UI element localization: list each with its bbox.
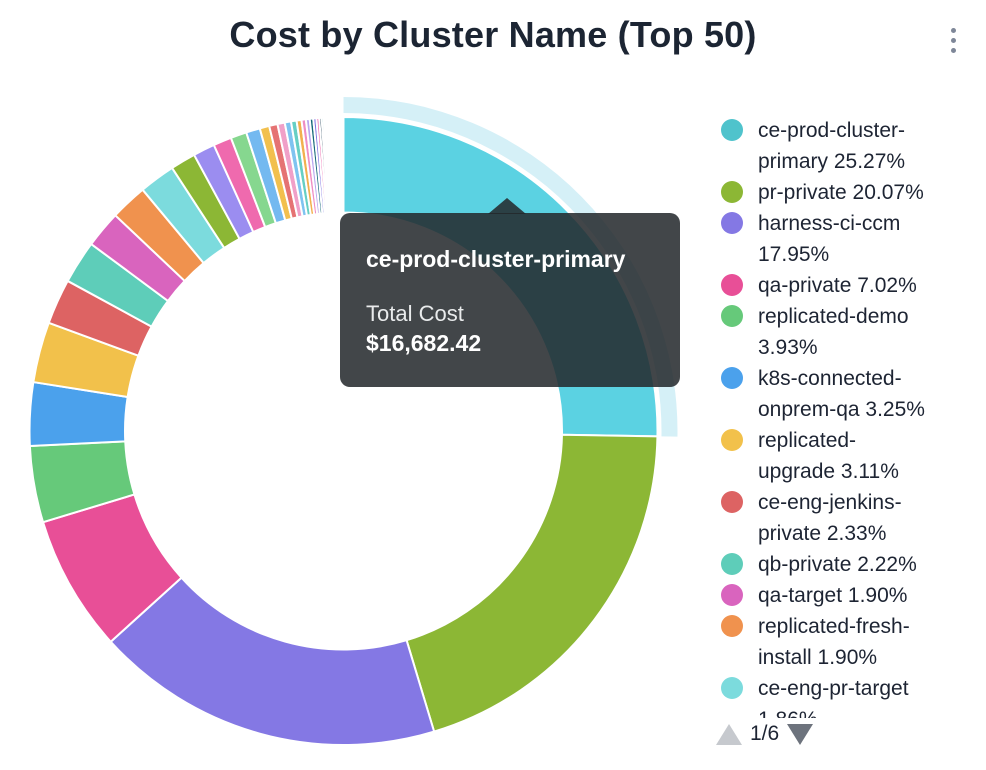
legend-label: qa-target 1.90% [758, 584, 908, 607]
legend-item[interactable]: qb-private 2.22% [721, 549, 973, 580]
legend-item[interactable]: replicated-fresh- install 1.90% [721, 611, 973, 673]
legend-label: harness-ci-ccm 17.95% [758, 212, 901, 266]
pie-slice-pr-private[interactable] [405, 433, 659, 733]
legend-item[interactable]: harness-ci-ccm 17.95% [721, 208, 973, 270]
legend-label: ce-prod-cluster- primary 25.27% [758, 119, 906, 173]
legend-item[interactable]: ce-prod-cluster- primary 25.27% [721, 115, 973, 177]
legend-item[interactable]: ce-eng-pr-target 1.86% [721, 673, 973, 718]
legend-swatch-icon [721, 429, 743, 451]
legend-label: ce-eng-pr-target 1.86% [758, 677, 909, 718]
pie-slice-harness-ci-ccm[interactable] [109, 576, 436, 746]
legend-item[interactable]: k8s-connected- onprem-qa 3.25% [721, 363, 973, 425]
legend-swatch-icon [721, 305, 743, 327]
tooltip-metric-label: Total Cost [366, 301, 464, 326]
legend-swatch-icon [721, 677, 743, 699]
legend-label: k8s-connected- onprem-qa 3.25% [758, 367, 925, 421]
legend-swatch-icon [721, 212, 743, 234]
legend-label: qa-private 7.02% [758, 274, 917, 297]
tooltip-series-name: ce-prod-cluster-primary [366, 246, 626, 272]
legend: ce-prod-cluster- primary 25.27% pr-privat… [721, 115, 973, 718]
legend-swatch-icon [721, 491, 743, 513]
page-title: Cost by Cluster Name (Top 50) [229, 14, 757, 55]
legend-swatch-icon [721, 119, 743, 141]
legend-item[interactable]: qa-target 1.90% [721, 580, 973, 611]
legend-swatch-icon [721, 181, 743, 203]
kebab-dot [951, 38, 956, 43]
kebab-menu-icon[interactable] [949, 26, 958, 55]
page-up-icon[interactable] [716, 723, 742, 745]
tooltip-metric-value: $16,682.42 [366, 330, 482, 356]
kebab-dot [951, 48, 956, 53]
page-indicator: 1/6 [750, 722, 780, 745]
legend-label: qb-private 2.22% [758, 553, 917, 576]
legend-label: replicated- upgrade 3.11% [758, 429, 899, 483]
legend-label: replicated-fresh- install 1.90% [758, 615, 910, 669]
legend-item[interactable]: qa-private 7.02% [721, 270, 973, 301]
kebab-dot [951, 28, 956, 33]
legend-swatch-icon [721, 615, 743, 637]
legend-label: pr-private 20.07% [758, 181, 924, 204]
legend-label: replicated-demo 3.93% [758, 305, 909, 359]
legend-swatch-icon [721, 584, 743, 606]
legend-swatch-icon [721, 367, 743, 389]
legend-item[interactable]: replicated-demo 3.93% [721, 301, 973, 363]
tooltip: ce-prod-cluster-primary Total Cost $16,6… [340, 198, 680, 387]
legend-swatch-icon [721, 274, 743, 296]
page-down-icon[interactable] [787, 723, 814, 745]
legend-pagination: 1/6 [716, 722, 814, 746]
legend-swatch-icon [721, 553, 743, 575]
legend-item[interactable]: replicated- upgrade 3.11% [721, 425, 973, 487]
legend-item[interactable]: pr-private 20.07% [721, 177, 973, 208]
legend-label: ce-eng-jenkins- private 2.33% [758, 491, 902, 545]
legend-item[interactable]: ce-eng-jenkins- private 2.33% [721, 487, 973, 549]
